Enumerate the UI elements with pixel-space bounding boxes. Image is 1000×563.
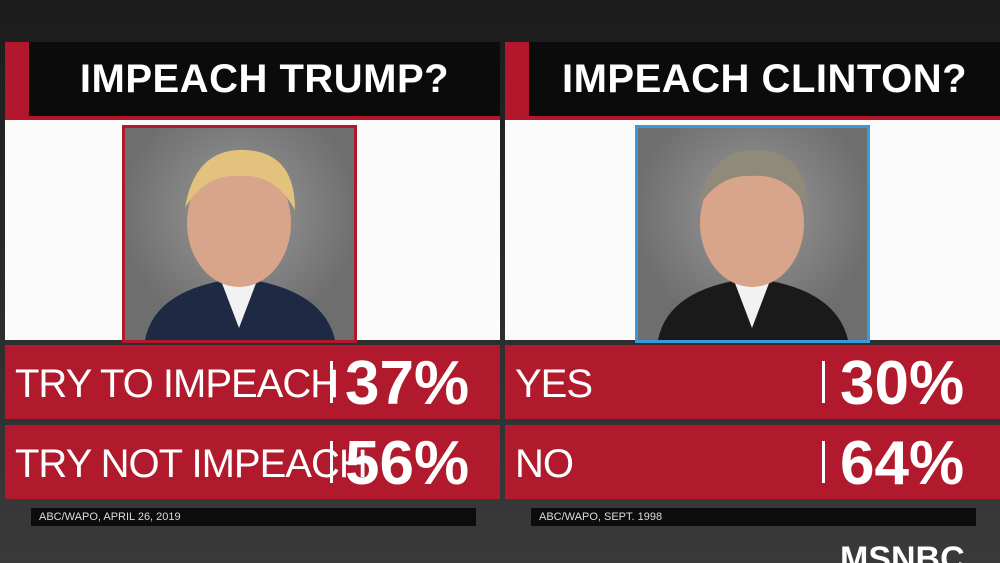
row-value: 30% xyxy=(840,349,965,418)
portrait-figure xyxy=(658,149,848,340)
result-row: YES 30% xyxy=(505,345,1000,419)
source-note: ABC/WAPO, SEPT. 1998 xyxy=(531,508,976,526)
row-label: NO xyxy=(515,442,574,486)
row-label: YES xyxy=(515,362,593,406)
source-note: ABC/WAPO, APRIL 26, 2019 xyxy=(31,508,476,526)
row-value: 37% xyxy=(345,349,470,418)
divider xyxy=(822,361,825,403)
accent-bar xyxy=(5,42,29,116)
row-label: TRY NOT IMPEACH xyxy=(15,442,368,486)
accent-bar xyxy=(505,42,529,116)
portrait xyxy=(635,125,870,343)
result-row: NO 64% xyxy=(505,425,1000,499)
poll-panel: IMPEACH TRUMP? TRY TO IMPEACH 37% TRY NOT I… xyxy=(5,40,500,526)
result-row: TRY TO IMPEACH 37% xyxy=(5,345,500,419)
network-logo: MSNBC xyxy=(840,540,965,563)
row-value: 56% xyxy=(345,429,470,498)
portrait xyxy=(122,125,357,343)
result-row: TRY NOT IMPEACH 56% xyxy=(5,425,500,499)
divider xyxy=(330,361,333,403)
divider xyxy=(822,441,825,483)
photo-area xyxy=(5,116,500,343)
poll-panel: IMPEACH CLINTON? YES 30% NO 64% ABC/WAPO, SEP… xyxy=(505,40,1000,526)
divider xyxy=(330,441,333,483)
panel-title: IMPEACH CLINTON? xyxy=(529,42,1000,116)
photo-area xyxy=(505,116,1000,343)
panel-title: IMPEACH TRUMP? xyxy=(29,42,500,116)
portrait-figure xyxy=(145,149,335,340)
row-label: TRY TO IMPEACH xyxy=(15,362,339,406)
row-value: 64% xyxy=(840,429,965,498)
